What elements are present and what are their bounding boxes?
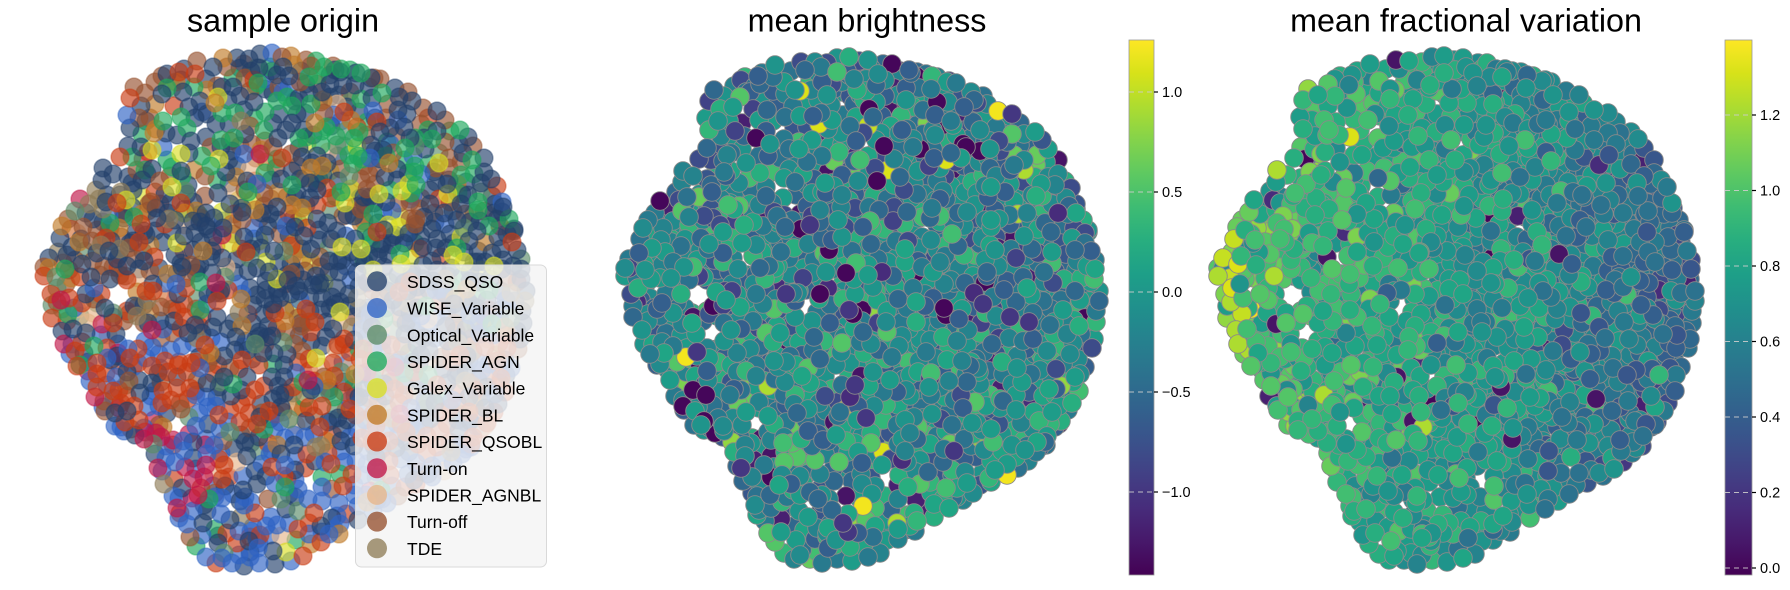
svg-text:1.0: 1.0 xyxy=(1760,184,1780,200)
svg-text:SPIDER_BL: SPIDER_BL xyxy=(407,405,504,426)
svg-text:0.8: 0.8 xyxy=(1760,259,1780,275)
svg-text:TDE: TDE xyxy=(407,539,442,559)
svg-text:WISE_Variable: WISE_Variable xyxy=(407,299,524,320)
svg-text:0.6: 0.6 xyxy=(1760,335,1780,351)
svg-text:1.2: 1.2 xyxy=(1760,108,1780,124)
svg-text:−1.0: −1.0 xyxy=(1162,485,1191,501)
svg-text:0.0: 0.0 xyxy=(1760,561,1780,577)
svg-text:mean fractional variation: mean fractional variation xyxy=(1290,3,1642,39)
svg-text:SPIDER_QSOBL: SPIDER_QSOBL xyxy=(407,432,542,453)
svg-text:SPIDER_AGN: SPIDER_AGN xyxy=(407,352,520,373)
svg-text:Turn-off: Turn-off xyxy=(407,512,467,532)
svg-text:−0.5: −0.5 xyxy=(1162,385,1191,401)
svg-text:SDSS_QSO: SDSS_QSO xyxy=(407,272,503,293)
svg-text:SPIDER_AGNBL: SPIDER_AGNBL xyxy=(407,486,541,507)
svg-text:0.5: 0.5 xyxy=(1162,185,1182,201)
svg-text:0.2: 0.2 xyxy=(1760,486,1780,502)
svg-text:1.0: 1.0 xyxy=(1162,85,1182,101)
svg-text:mean brightness: mean brightness xyxy=(748,3,987,39)
svg-text:Galex_Variable: Galex_Variable xyxy=(407,379,525,400)
svg-text:0.0: 0.0 xyxy=(1162,285,1182,301)
svg-text:0.4: 0.4 xyxy=(1760,410,1780,426)
svg-text:sample origin: sample origin xyxy=(187,3,379,39)
svg-text:Turn-on: Turn-on xyxy=(407,459,468,479)
svg-text:Optical_Variable: Optical_Variable xyxy=(407,325,534,346)
